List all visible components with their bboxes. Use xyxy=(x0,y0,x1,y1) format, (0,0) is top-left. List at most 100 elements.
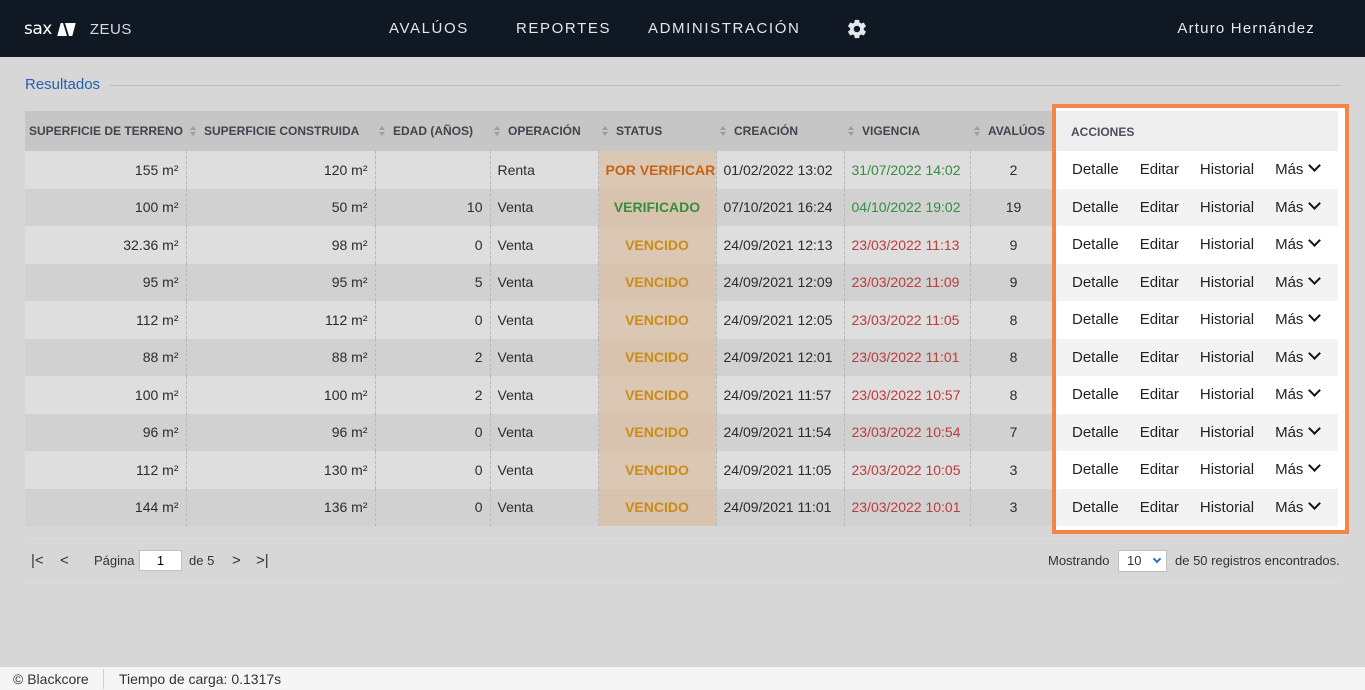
brand-logo[interactable]: sax ZEUS xyxy=(24,19,132,39)
sort-icon xyxy=(379,126,387,136)
last-page-button[interactable]: >| xyxy=(256,552,269,569)
editar-button[interactable]: Editar xyxy=(1139,461,1179,479)
mas-dropdown-button[interactable]: Más xyxy=(1275,196,1322,216)
cell-creacion: 24/09/2021 12:05 xyxy=(716,301,845,339)
section-title: Resultados xyxy=(25,76,101,93)
col-header-creacion[interactable]: CREACIÓN xyxy=(716,111,844,151)
logo-mark-icon xyxy=(57,22,76,36)
col-header-operacion[interactable]: OPERACIÓN xyxy=(490,111,598,151)
mas-dropdown-button[interactable]: Más xyxy=(1275,421,1322,441)
status-badge: VENCIDO xyxy=(598,263,717,301)
mas-dropdown-button[interactable]: Más xyxy=(1275,384,1322,403)
col-header-vigencia[interactable]: VIGENCIA xyxy=(844,111,970,151)
mas-dropdown-button[interactable]: Más xyxy=(1275,309,1322,328)
cell-operacion: Venta xyxy=(490,338,599,376)
mas-dropdown-button[interactable]: Más xyxy=(1275,459,1322,478)
historial-button[interactable]: Historial xyxy=(1199,498,1255,516)
mas-dropdown-button[interactable]: Más xyxy=(1275,271,1322,291)
col-header-construida[interactable]: SUPERFICIE CONSTRUIDA xyxy=(186,111,375,151)
gear-icon[interactable] xyxy=(846,18,868,40)
cell-terreno: 95 m² xyxy=(25,263,187,301)
cell-construida: 130 m² xyxy=(186,451,376,489)
status-badge: VENCIDO xyxy=(598,301,717,339)
mas-label: Más xyxy=(1275,161,1304,179)
editar-button[interactable]: Editar xyxy=(1139,348,1179,366)
col-header-edad[interactable]: EDAD (AÑOS) xyxy=(375,111,490,151)
page-number-input[interactable] xyxy=(139,550,182,571)
nav-avaluos[interactable]: AVALÚOS xyxy=(389,20,469,37)
cell-terreno: 144 m² xyxy=(25,488,187,526)
historial-button[interactable]: Historial xyxy=(1199,311,1255,329)
col-header-terreno[interactable]: SUPERFICIE DE TERRENO xyxy=(25,111,186,151)
historial-button[interactable]: Historial xyxy=(1199,386,1255,404)
cell-avaluos: 2 xyxy=(970,151,1058,189)
cell-creacion: 24/09/2021 11:54 xyxy=(716,413,845,451)
detalle-button[interactable]: Detalle xyxy=(1072,311,1119,329)
detalle-button[interactable]: Detalle xyxy=(1072,198,1119,216)
editar-button[interactable]: Editar xyxy=(1139,273,1179,291)
nav-reportes[interactable]: REPORTES xyxy=(516,20,612,37)
logo-text: sax xyxy=(24,19,52,39)
mas-label: Más xyxy=(1275,423,1304,441)
sort-icon xyxy=(720,126,728,136)
first-page-button[interactable]: |< xyxy=(31,552,44,569)
detalle-button[interactable]: Detalle xyxy=(1072,273,1119,291)
detalle-button[interactable]: Detalle xyxy=(1072,498,1119,516)
cell-operacion: Renta xyxy=(490,151,599,189)
sort-icon xyxy=(848,126,856,136)
table-row[interactable]: 112 m² 112 m² 0 Venta VENCIDO 24/09/2021 12:0… xyxy=(25,301,1338,339)
detalle-button[interactable]: Detalle xyxy=(1072,461,1119,479)
nav-administracion[interactable]: ADMINISTRACIÓN xyxy=(648,20,801,37)
records-count: de 50 registros encontrados. xyxy=(1175,553,1340,568)
cell-vigencia: 31/07/2022 14:02 xyxy=(844,151,971,189)
editar-button[interactable]: Editar xyxy=(1139,498,1179,516)
table-row[interactable]: 100 m² 100 m² 2 Venta VENCIDO 24/09/2021 11:5… xyxy=(25,376,1338,414)
cell-operacion: Venta xyxy=(490,263,599,301)
historial-button[interactable]: Historial xyxy=(1199,348,1255,366)
detalle-button[interactable]: Detalle xyxy=(1072,161,1119,179)
next-page-button[interactable]: > xyxy=(232,552,241,569)
cell-avaluos: 8 xyxy=(970,301,1058,339)
historial-button[interactable]: Historial xyxy=(1199,198,1255,216)
copyright: © Blackcore xyxy=(13,671,89,687)
cell-operacion: Venta xyxy=(490,451,599,489)
detalle-button[interactable]: Detalle xyxy=(1072,236,1119,254)
cell-edad: 0 xyxy=(375,488,491,526)
status-badge: VENCIDO xyxy=(598,226,717,264)
page-size-select[interactable]: 10 xyxy=(1118,550,1167,572)
editar-button[interactable]: Editar xyxy=(1139,423,1179,441)
prev-page-button[interactable]: < xyxy=(60,552,69,569)
detalle-button[interactable]: Detalle xyxy=(1072,386,1119,404)
historial-button[interactable]: Historial xyxy=(1199,423,1255,441)
historial-button[interactable]: Historial xyxy=(1199,461,1255,479)
sort-icon xyxy=(974,126,982,136)
editar-button[interactable]: Editar xyxy=(1139,161,1179,179)
editar-button[interactable]: Editar xyxy=(1139,236,1179,254)
user-menu[interactable]: Arturo Hernández xyxy=(1177,20,1315,37)
mas-dropdown-button[interactable]: Más xyxy=(1275,159,1322,179)
results-table: SUPERFICIE DE TERRENO SUPERFICIE CONSTRU… xyxy=(25,111,1338,526)
col-header-avaluos[interactable]: AVALÚOS xyxy=(970,111,1057,151)
cell-creacion: 24/09/2021 12:01 xyxy=(716,338,845,376)
historial-button[interactable]: Historial xyxy=(1199,236,1255,254)
table-row[interactable]: 88 m² 88 m² 2 Venta VENCIDO 24/09/2021 12:01 2… xyxy=(25,338,1338,376)
mas-dropdown-button[interactable]: Más xyxy=(1275,496,1322,516)
cell-creacion: 07/10/2021 16:24 xyxy=(716,188,845,226)
detalle-button[interactable]: Detalle xyxy=(1072,423,1119,441)
app-name: ZEUS xyxy=(89,20,132,38)
actions-row: Detalle Editar Historial Más xyxy=(1056,376,1338,414)
cell-construida: 136 m² xyxy=(186,488,376,526)
cell-creacion: 01/02/2022 13:02 xyxy=(716,151,845,189)
editar-button[interactable]: Editar xyxy=(1139,386,1179,404)
cell-creacion: 24/09/2021 12:13 xyxy=(716,226,845,264)
editar-button[interactable]: Editar xyxy=(1139,198,1179,216)
editar-button[interactable]: Editar xyxy=(1139,311,1179,329)
col-header-status[interactable]: STATUS xyxy=(598,111,716,151)
mas-label: Más xyxy=(1275,348,1304,366)
mas-dropdown-button[interactable]: Más xyxy=(1275,234,1322,253)
historial-button[interactable]: Historial xyxy=(1199,273,1255,291)
cell-terreno: 100 m² xyxy=(25,188,187,226)
historial-button[interactable]: Historial xyxy=(1199,161,1255,179)
detalle-button[interactable]: Detalle xyxy=(1072,348,1119,366)
mas-dropdown-button[interactable]: Más xyxy=(1275,346,1322,366)
